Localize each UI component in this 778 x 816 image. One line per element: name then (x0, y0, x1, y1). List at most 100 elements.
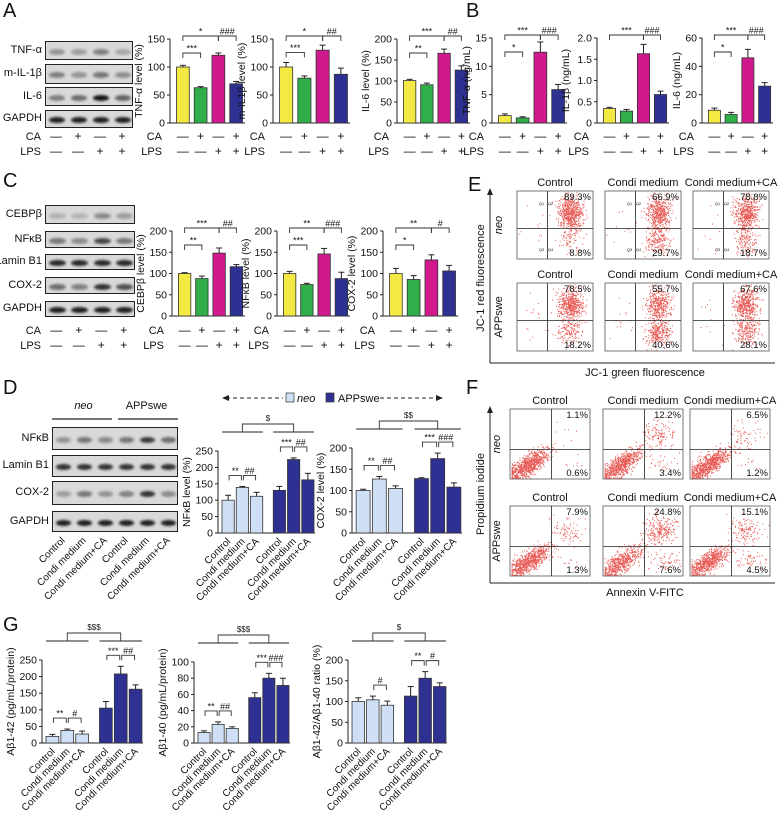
significance-label: *** (424, 433, 435, 443)
blot-lps-sign: + (98, 338, 105, 352)
upper-right-percent: 24.8% (654, 507, 681, 518)
flow-plot: Control 89.3% 8.8% Q1 Q2 Q3 Q4 (516, 177, 594, 260)
protein-band (139, 519, 156, 526)
legend-swatch-appswe (325, 392, 335, 403)
ca-sign: — (177, 129, 189, 143)
bar (193, 87, 208, 124)
significance-label: ## (327, 27, 337, 37)
blot-row-label: NFκB (21, 431, 50, 444)
blot-lps-sign: — (72, 144, 84, 158)
blot-d-row (52, 455, 178, 477)
significance-label: ** (208, 701, 216, 711)
scatter-dots (606, 192, 677, 258)
ca-row-label: CA (679, 131, 695, 143)
bar (707, 109, 721, 124)
flow-plot-title: Condi medium+CA (684, 492, 777, 504)
blot-ca-sign: + (75, 323, 82, 337)
significance-label: *** (281, 437, 292, 447)
arrow-up-icon (487, 406, 493, 413)
upper-right-percent: 67.6% (740, 284, 767, 295)
y-tick-label: 0 (481, 118, 487, 130)
blot-group-appswe: APPswe (126, 400, 168, 412)
significance-bracket (255, 661, 269, 668)
flow-plot-title: Control (532, 492, 567, 504)
significance-label: ** (56, 709, 64, 719)
lps-sign: — (604, 144, 616, 158)
bar (371, 478, 387, 534)
blot-row-label: COX-2 (15, 486, 49, 498)
blot-row-label: NFκB (14, 232, 43, 245)
lower-right-percent: 18.2% (564, 340, 591, 351)
flow-plot: Condi medium+CA 15.1% 4.5% (684, 492, 777, 577)
lps-sign: — (390, 338, 402, 352)
scatter-dots (511, 421, 583, 479)
blot-a-row (45, 87, 133, 106)
ca-row-label: CA (469, 131, 485, 143)
protein-band (92, 117, 110, 123)
quadrant-label: Q2 (724, 201, 730, 206)
group-significance-label: $$ (404, 411, 413, 420)
blot-ca-sign: — (94, 129, 106, 143)
y-tick-label: 50 (155, 289, 167, 301)
protein-band (48, 117, 66, 123)
blot-c-row (45, 231, 135, 248)
protein-band (55, 519, 72, 526)
protein-band (97, 464, 114, 470)
y-tick-label: 60 (177, 689, 189, 701)
y-axis-label: NFκB level (%) (240, 238, 252, 308)
flow-plot: Condi medium 24.8% 7.6% (602, 492, 684, 577)
flow-plot-frame (509, 408, 591, 480)
y-tick-label: 60 (685, 33, 697, 45)
protein-band (48, 48, 66, 55)
lower-right-percent: 7.6% (659, 565, 681, 576)
lps-sign: + (555, 144, 562, 158)
blot-a-row (45, 41, 133, 60)
y-tick-label: 0 (337, 738, 343, 750)
significance-label: ## (448, 27, 458, 37)
ca-sign: + (301, 129, 308, 143)
y-tick-label: 50 (256, 90, 268, 102)
significance-label: *** (290, 43, 301, 53)
y-axis-label: m-IL1β level (%) (236, 43, 248, 120)
y-tick-label: 250 (19, 655, 37, 667)
significance-bracket (422, 441, 438, 448)
upper-right-percent: 89.3% (564, 192, 591, 203)
ca-sign: + (233, 323, 240, 337)
lps-row-label: LPS (141, 146, 162, 158)
bar (389, 273, 403, 317)
protein-band (70, 94, 88, 101)
lps-sign: + (537, 144, 544, 158)
flow-x-axis-label: JC-1 green fluorescence (585, 367, 705, 379)
bar (225, 728, 239, 744)
protein-band (48, 237, 66, 244)
blot-ca-sign: + (120, 323, 127, 337)
ca-sign: — (604, 129, 616, 143)
upper-right-percent: 15.1% (741, 507, 768, 518)
y-tick-label: 80 (177, 673, 189, 685)
lps-sign: + (441, 144, 448, 158)
ca-sign: — (534, 129, 546, 143)
y-tick-label: 0 (386, 118, 392, 130)
lps-sign: — (708, 144, 720, 158)
significance-label: ## (220, 701, 230, 711)
protein-band (114, 117, 132, 123)
lower-right-percent: 0.6% (566, 468, 588, 479)
significance-label: ## (244, 466, 254, 476)
lower-right-percent: 29.7% (652, 248, 679, 259)
y-tick-label: 50 (380, 97, 392, 109)
y-tick-label: 150 (149, 247, 167, 259)
lps-sign: — (301, 338, 313, 352)
significance-bracket (217, 35, 237, 41)
protein-band (139, 436, 156, 443)
bar (235, 487, 249, 534)
protein-band (48, 307, 66, 313)
significance-bracket (438, 441, 454, 448)
y-axis-label: TNF-α (ng/mL) (461, 46, 473, 115)
upper-right-percent: 55.7% (652, 284, 679, 295)
lps-row-label: LPS (143, 340, 164, 352)
y-tick-label: 100 (254, 268, 272, 280)
protein-band (70, 48, 88, 55)
significance-bracket (504, 51, 524, 57)
protein-band (92, 72, 110, 78)
protein-band (114, 48, 132, 55)
